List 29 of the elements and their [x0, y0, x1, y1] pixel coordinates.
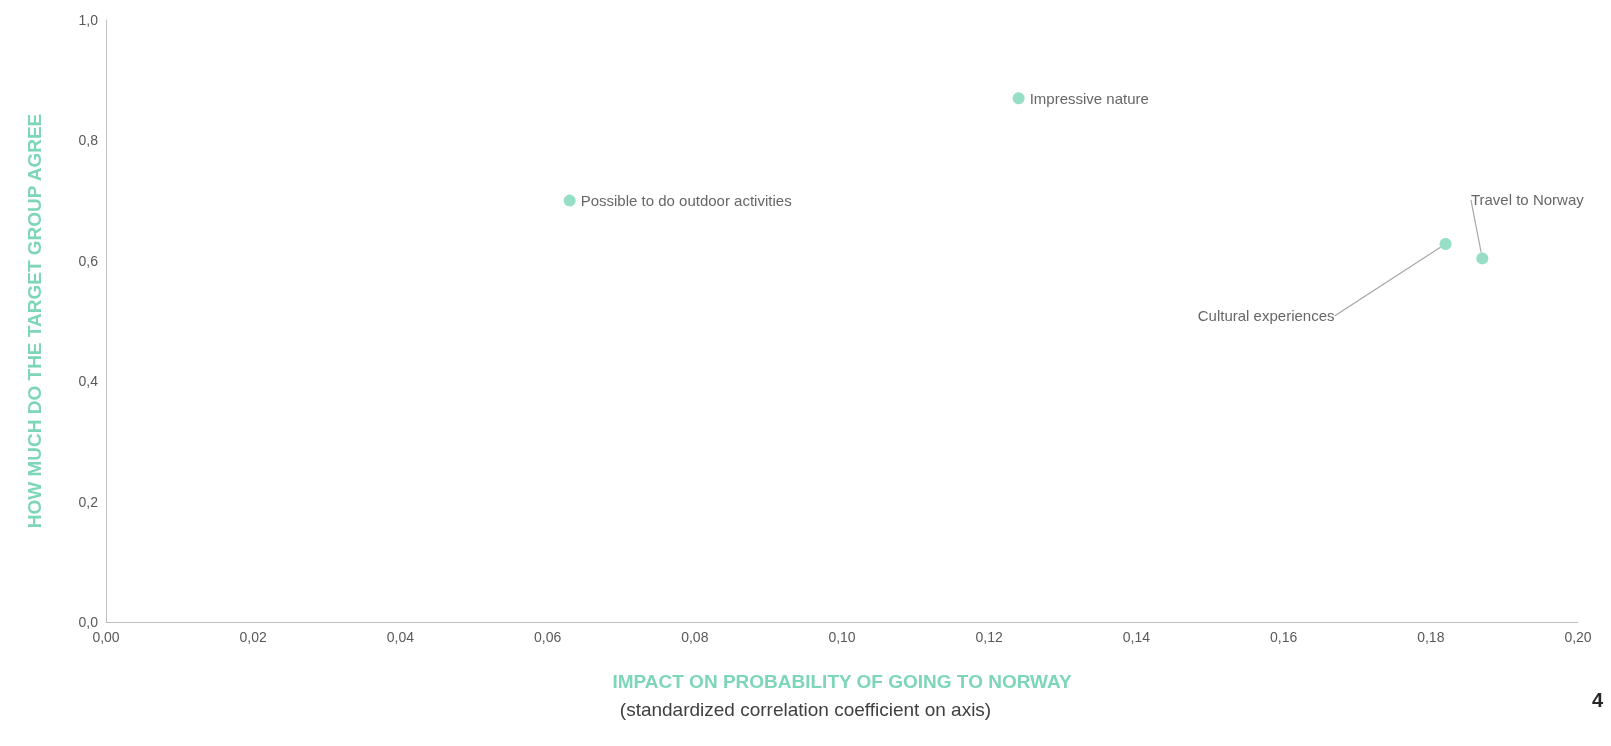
point	[1476, 252, 1489, 265]
series-label: Possible to do outdoor activities	[580, 192, 792, 210]
series-label: Impressive nature	[1029, 89, 1149, 107]
point	[1439, 237, 1452, 250]
x-tick-label: 0,10	[828, 629, 856, 645]
x-tick-label: 0,16	[1269, 629, 1298, 645]
y-tick-label: 0,2	[78, 493, 99, 510]
x-tick-label: 0,18	[1417, 629, 1445, 645]
point	[563, 194, 576, 207]
point	[1012, 92, 1025, 105]
x-tick-label: 0,14	[1122, 629, 1151, 645]
y-tick-label: 0,0	[78, 614, 99, 630]
y-tick-label: 0,6	[78, 252, 99, 269]
x-tick-label: 0,06	[533, 629, 562, 645]
y-axis-title: HOW MUCH DO THE TARGET GROUP AGREE	[24, 113, 45, 529]
x-tick-label: 0,00	[92, 629, 120, 645]
x-tick-label: 0,04	[386, 629, 415, 645]
y-tick-label: 0,4	[78, 373, 99, 390]
text: (standardized correlation coefficient on axis)	[619, 699, 992, 720]
y-tick-label: 1,0	[78, 12, 99, 28]
text: Cultural experiences	[1197, 307, 1335, 325]
x-axis-title: IMPACT ON PROBABILITY OF GOING TO NORWAY	[612, 671, 1072, 692]
x-tick-label: 0,08	[681, 629, 709, 645]
x-tick-label: 0,20	[1564, 629, 1592, 645]
x-tick-label: 0,12	[975, 629, 1004, 645]
text: 4	[1591, 689, 1604, 711]
text: Travel to Norway	[1470, 191, 1585, 209]
y-tick-label: 0,8	[78, 132, 99, 149]
x-tick-label: 0,02	[239, 629, 268, 645]
